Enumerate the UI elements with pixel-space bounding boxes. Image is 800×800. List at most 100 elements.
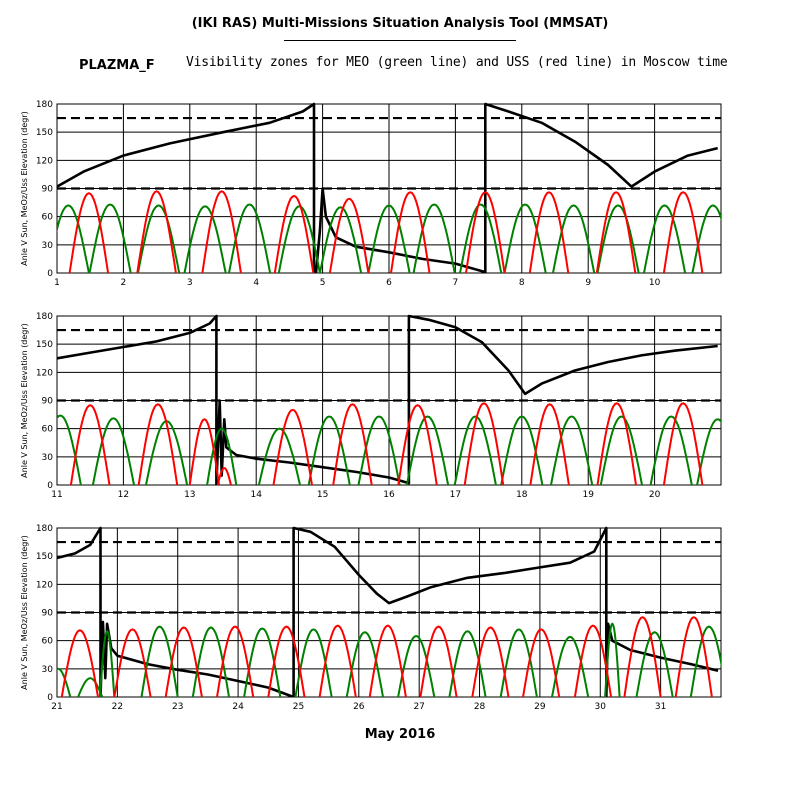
- panel-2-xtick-label: 12: [118, 490, 129, 500]
- panel-3-xtick-label: 31: [655, 702, 666, 712]
- panel-1-meo-pass: [88, 203, 132, 273]
- panel-3-meo-pass: [345, 631, 384, 697]
- panel-3-meo-pass: [604, 622, 621, 697]
- panel-3-ytick-label: 30: [42, 665, 54, 675]
- panel-1-ytick-label: 150: [36, 128, 53, 138]
- panel-1-y-axis-label: Anle V Sun, MeOz/Uss Elevation (degr): [20, 111, 29, 266]
- panel-2-meo-pass: [357, 415, 401, 485]
- panel-1-sun_angle-line: [57, 102, 719, 273]
- panel-1-meo-pass: [183, 205, 227, 273]
- panel-2-ytick-label: 150: [36, 340, 53, 350]
- panel-2-meo-pass: [91, 417, 135, 485]
- panel-1-meo-pass: [367, 204, 411, 273]
- panel-3-ytick-label: 180: [36, 524, 53, 534]
- panel-3-meo-pass: [448, 630, 487, 697]
- panel-3-xtick-label: 29: [534, 702, 546, 712]
- panel-3-uss-pass: [522, 628, 561, 697]
- panel-3-xtick-label: 26: [353, 702, 365, 712]
- panel-3-meo-pass: [98, 629, 116, 697]
- panel-3-xtick-label: 27: [413, 702, 424, 712]
- panel-2-uss-pass: [188, 418, 220, 485]
- title-underline: [284, 40, 516, 41]
- panel-2-ytick-label: 60: [42, 425, 54, 435]
- panel-1-xtick-label: 7: [453, 278, 459, 288]
- panel-2-meo-pass: [550, 415, 594, 485]
- panel-3-uss-pass: [164, 626, 203, 697]
- panel-1-meo-pass: [503, 203, 547, 273]
- panel-1-xtick-label: 2: [121, 278, 127, 288]
- panel-3-uss-pass: [216, 625, 255, 697]
- panel-3-uss-pass: [318, 624, 357, 697]
- panel-1-meo-pass: [57, 204, 90, 273]
- panel-3-xtick-label: 28: [474, 702, 486, 712]
- panel-2-uss-pass: [272, 408, 313, 485]
- panel-1-meo-pass: [691, 204, 721, 273]
- panel-2-sun_angle-line: [57, 314, 718, 485]
- panel-1-meo-pass: [412, 203, 456, 273]
- panel-1-ytick-label: 30: [42, 241, 54, 251]
- panel-2-xtick-label: 18: [516, 490, 528, 500]
- panel-3-uss-pass: [573, 624, 613, 697]
- panel-1-ytick-label: 0: [47, 269, 53, 279]
- panel-3-y-axis-label: Anle V Sun, MeOz/Uss Elevation (degr): [20, 535, 29, 690]
- panel-1-meo-pass: [552, 204, 596, 273]
- panel-3-meo-pass: [635, 631, 674, 697]
- panel-3-uss-pass: [674, 616, 713, 697]
- panel-2-uss-pass: [397, 404, 438, 485]
- panel-2-uss-pass: [596, 402, 637, 485]
- panel-2-xtick-label: 16: [383, 490, 395, 500]
- panel-2-meo-pass: [696, 418, 721, 485]
- panel-2-frame: [56, 315, 722, 486]
- panel-3-uss-pass: [419, 625, 458, 697]
- panel-3-ytick-label: 90: [42, 609, 54, 619]
- panel-3-uss-pass: [471, 626, 510, 697]
- panel-1-meo-pass: [277, 205, 321, 273]
- panel-3-meo-pass: [689, 625, 721, 697]
- panel-1-uss-pass: [662, 191, 704, 273]
- panel-2-meo-pass: [206, 427, 238, 485]
- panel-1-uss-pass: [390, 191, 431, 273]
- panel-2-xtick-label: 19: [582, 490, 594, 500]
- panel-3-ytick-label: 120: [36, 580, 53, 590]
- panel-2-uss-pass: [216, 467, 232, 485]
- panel-2-uss-pass: [463, 402, 505, 485]
- panel-2-uss-pass: [662, 402, 704, 485]
- panel-2-meo-pass: [599, 415, 643, 485]
- panel-2-meo-pass: [57, 414, 82, 485]
- panel-3-xtick-label: 25: [293, 702, 304, 712]
- panel-2-ytick-label: 30: [42, 453, 54, 463]
- panel-2-uss-pass: [332, 403, 373, 485]
- panel-2-ytick-label: 180: [36, 312, 53, 322]
- panel-3-xtick-label: 24: [232, 702, 244, 712]
- panel-3-xtick-label: 21: [51, 702, 62, 712]
- panel-1-ytick-label: 120: [36, 156, 53, 166]
- panel-2-meo-pass: [257, 427, 301, 485]
- panel-1-ytick-label: 180: [36, 100, 53, 110]
- panel-2-uss-pass: [529, 403, 570, 485]
- panel-3-uss-pass: [267, 625, 306, 697]
- panel-2-ytick-label: 90: [42, 397, 54, 407]
- panel-1-ytick-label: 60: [42, 213, 54, 223]
- panel-2-uss-pass: [137, 403, 179, 485]
- panel-1-uss-pass: [68, 192, 110, 273]
- panel-1-uss-pass: [595, 191, 637, 273]
- panel-1-uss-pass: [328, 197, 370, 273]
- panel-2-y-axis-label: Anle V Sun, MeOz/Uss Elevation (degr): [20, 323, 29, 478]
- panel-2-meo-pass: [453, 415, 497, 485]
- panel-2-xtick-label: 17: [450, 490, 461, 500]
- panel-3-ytick-label: 60: [42, 637, 54, 647]
- panel-1-meo-pass: [643, 204, 687, 273]
- panel-3-uss-pass: [368, 624, 407, 697]
- panel-2-xtick-label: 14: [250, 490, 262, 500]
- panel-1-meo-pass: [137, 204, 181, 273]
- panel-1-uss-pass: [528, 191, 570, 273]
- panel-3-sun_angle-line: [57, 526, 719, 697]
- chart-title: (IKI RAS) Multi-Missions Situation Analy…: [191, 16, 609, 31]
- panel-1-xtick-label: 4: [253, 278, 259, 288]
- panel-3-uss-pass: [113, 628, 152, 697]
- panel-1-meo-pass: [318, 206, 363, 273]
- panel-1-uss-pass: [136, 190, 177, 273]
- panel-1-uss-pass: [201, 190, 242, 273]
- panel-2-uss-pass: [69, 404, 111, 485]
- panel-1-xtick-label: 9: [585, 278, 591, 288]
